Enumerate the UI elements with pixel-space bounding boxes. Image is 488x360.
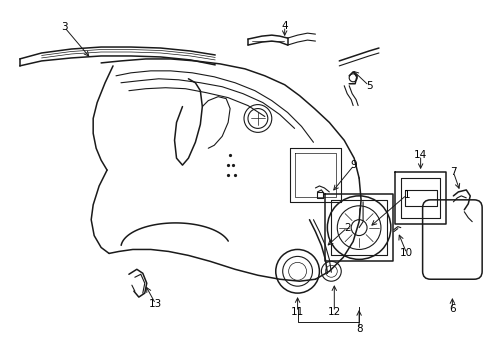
Text: 3: 3 — [61, 22, 67, 32]
Text: 1: 1 — [403, 190, 409, 200]
Text: 4: 4 — [281, 21, 287, 31]
Text: 12: 12 — [327, 307, 340, 317]
Text: 2: 2 — [343, 222, 350, 233]
Text: 6: 6 — [448, 304, 455, 314]
Text: 8: 8 — [355, 324, 362, 334]
Text: 13: 13 — [149, 299, 162, 309]
Text: 10: 10 — [399, 248, 412, 258]
Text: 14: 14 — [413, 150, 427, 160]
Text: 11: 11 — [290, 307, 304, 317]
Text: 7: 7 — [449, 167, 456, 177]
Text: 9: 9 — [350, 160, 357, 170]
Text: 5: 5 — [365, 81, 371, 91]
